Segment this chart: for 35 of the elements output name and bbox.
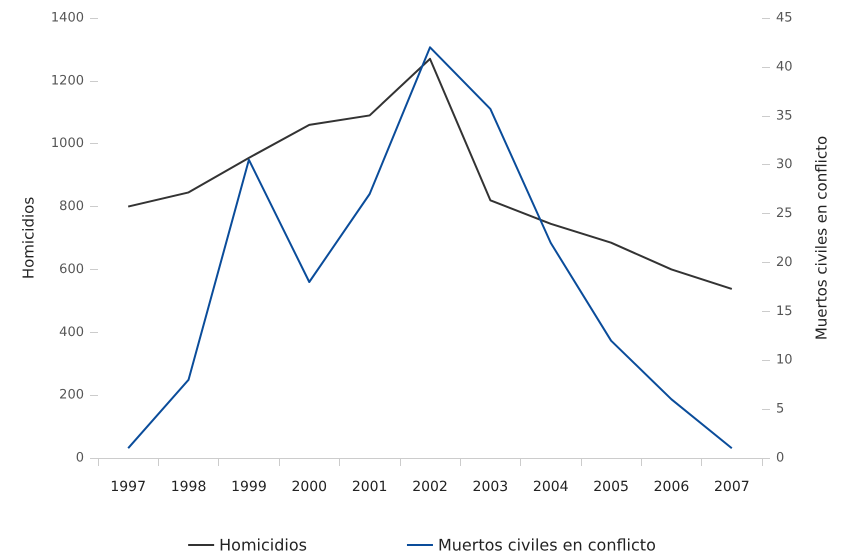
y2-tick-label: 40 xyxy=(776,59,793,74)
x-tick-label: 2001 xyxy=(352,479,388,495)
y-tick-label: 400 xyxy=(59,324,84,340)
y-axis-title: Homicidios xyxy=(20,196,38,280)
legend-label: Homicidios xyxy=(219,536,307,554)
x-tick-label: 2007 xyxy=(714,479,750,495)
y2-tick-label: 10 xyxy=(776,352,793,368)
y2-tick-label: 0 xyxy=(776,450,784,466)
x-tick-label: 2000 xyxy=(291,479,328,495)
line-series xyxy=(127,46,733,450)
y-tick-label: 1200 xyxy=(50,73,84,88)
x-tick-label: 2004 xyxy=(532,479,569,495)
y2-tick-label: 5 xyxy=(776,402,784,417)
x-tick-label: 2005 xyxy=(593,479,629,495)
x-tick-label: 2002 xyxy=(412,479,448,495)
y-tick-label: 1000 xyxy=(50,136,84,152)
x-tick-label: 1997 xyxy=(110,479,146,495)
x-tick-label: 2003 xyxy=(472,479,508,495)
y2-tick-label: 30 xyxy=(776,157,793,172)
y2-tick-label: 20 xyxy=(776,254,793,270)
y2-tick-label: 15 xyxy=(776,304,793,319)
y2-tick-label: 45 xyxy=(776,10,793,26)
y2-tick-label: 35 xyxy=(776,108,793,124)
x-tick-label: 2006 xyxy=(654,479,690,495)
y-tick-label: 0 xyxy=(76,450,84,466)
y-tick-label: 600 xyxy=(59,262,84,277)
line-series xyxy=(127,58,733,290)
y-tick-label: 1400 xyxy=(50,10,84,26)
y-tick-label: 200 xyxy=(59,388,84,403)
x-tick-label: 1999 xyxy=(231,479,267,495)
y2-tick-label: 25 xyxy=(776,206,793,222)
legend-label: Muertos civiles en conflicto xyxy=(438,536,656,554)
y2-axis-title: Muertos civiles en conflicto xyxy=(812,136,830,340)
y-tick-label: 800 xyxy=(59,199,84,214)
x-tick-label: 1998 xyxy=(170,479,206,495)
